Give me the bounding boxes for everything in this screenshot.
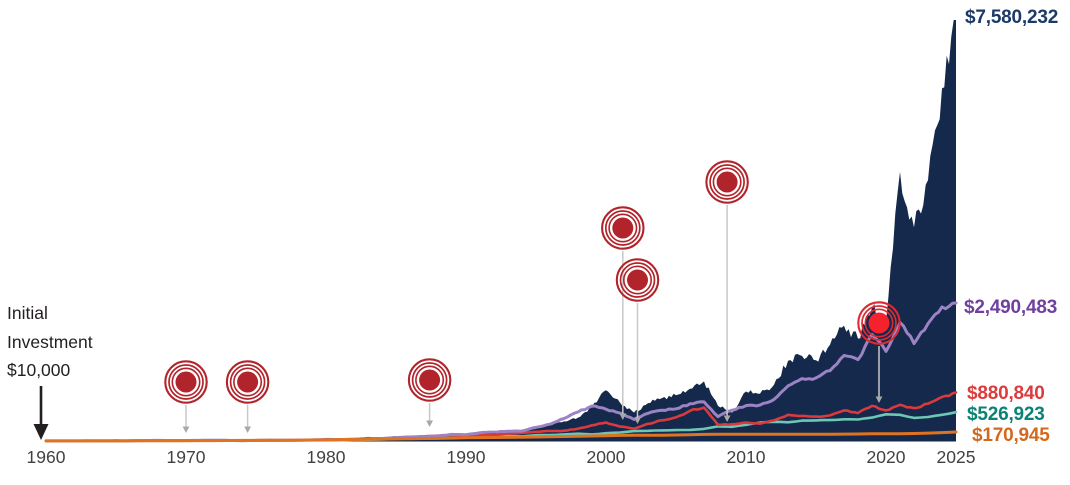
- bullseye-ring-icon: [225, 360, 270, 404]
- bullseye-ring-icon: [615, 258, 660, 302]
- initial-investment-annotation: Initial Investment $10,000: [7, 299, 93, 385]
- value-label-navy: $7,580,232: [965, 7, 1059, 28]
- bullseye-ring-icon: [608, 213, 638, 243]
- annotation-line-3: $10,000: [7, 360, 71, 380]
- x-tick-label-1980: 1980: [306, 447, 346, 467]
- annotation-line-1: Initial: [7, 303, 48, 323]
- bullseye-ring-icon: [604, 210, 641, 246]
- bullseye-marker-icon: [237, 371, 259, 393]
- event-arrowhead-icon: [426, 420, 433, 427]
- x-tick-label-1990: 1990: [446, 447, 486, 467]
- bullseye-marker-icon: [419, 369, 441, 391]
- bullseye-ring-icon: [705, 160, 749, 204]
- event-arrowhead-icon: [182, 426, 190, 433]
- event-arrowhead-icon: [619, 413, 627, 420]
- bullseye-ring-icon: [407, 358, 452, 402]
- bullseye-ring-icon: [168, 364, 204, 400]
- bullseye-marker-icon: [868, 312, 890, 334]
- value-label-purple: $2,490,483: [964, 297, 1058, 318]
- bullseye-ring-icon: [709, 164, 745, 200]
- series-area-navy: [46, 20, 956, 442]
- event-arrowhead-icon: [634, 417, 641, 424]
- x-tick-label-2000: 2000: [586, 447, 626, 467]
- bullseye-ring-icon: [415, 365, 445, 395]
- value-label-orange: $170,945: [972, 425, 1050, 446]
- bullseye-ring-icon: [601, 206, 645, 250]
- bullseye-marker-icon: [175, 371, 197, 393]
- x-tick-label-1970: 1970: [166, 447, 206, 467]
- bullseye-ring-icon: [861, 305, 897, 341]
- event-arrowhead-icon: [723, 415, 731, 422]
- bullseye-ring-icon: [233, 367, 263, 397]
- bullseye-marker-icon: [612, 217, 634, 239]
- bullseye-ring-icon: [712, 167, 742, 197]
- x-tick-label-2020: 2020: [866, 447, 906, 467]
- x-tick-label-1960: 1960: [26, 447, 66, 467]
- bullseye-ring-icon: [171, 367, 201, 397]
- bullseye-marker-icon: [716, 171, 738, 193]
- series-line-orange: [44, 430, 958, 443]
- bullseye-ring-icon: [857, 301, 901, 345]
- bullseye-ring-icon: [164, 360, 208, 404]
- bullseye-ring-icon: [864, 308, 894, 338]
- bullseye-ring-icon: [619, 262, 656, 298]
- initial-investment-arrow-icon: [33, 386, 49, 440]
- event-arrowhead-icon: [244, 426, 251, 433]
- bullseye-ring-icon: [411, 362, 448, 398]
- x-tick-label-2025: 2025: [936, 447, 976, 467]
- annotation-line-2: Investment: [7, 331, 93, 352]
- x-tick-label-2010: 2010: [726, 447, 766, 467]
- bullseye-ring-icon: [229, 364, 266, 400]
- bullseye-ring-icon: [622, 265, 652, 295]
- event-arrowhead-icon: [875, 396, 883, 403]
- value-label-teal: $526,923: [967, 404, 1045, 425]
- value-label-red: $880,840: [967, 383, 1045, 404]
- bullseye-marker-icon: [627, 269, 648, 291]
